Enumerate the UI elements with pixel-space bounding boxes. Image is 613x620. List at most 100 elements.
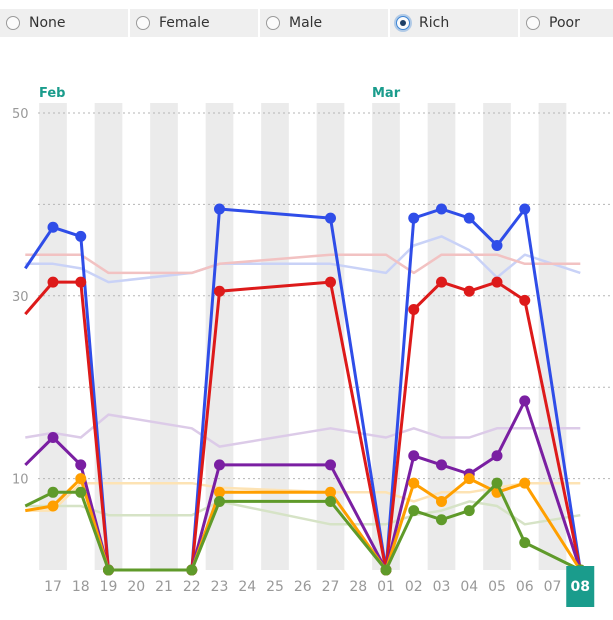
data-point	[380, 564, 392, 576]
data-point	[47, 500, 59, 512]
radio-label: Female	[159, 15, 210, 31]
month-label: Feb	[39, 86, 65, 101]
data-point	[325, 495, 336, 507]
data-point	[47, 431, 59, 443]
x-tick-label: 21	[155, 579, 173, 595]
x-tick-label: 08	[571, 579, 590, 595]
radio-label: Poor	[549, 15, 580, 31]
data-point	[491, 240, 503, 252]
day-band	[94, 103, 123, 570]
data-point	[436, 495, 447, 507]
x-tick-label: 01	[377, 579, 395, 595]
x-tick-label: 07	[544, 579, 562, 595]
data-point	[519, 294, 531, 306]
radio-label: None	[29, 15, 66, 31]
x-tick-label: 27	[322, 579, 340, 595]
data-point	[491, 450, 503, 462]
x-tick-label: 04	[460, 579, 478, 595]
data-point	[186, 564, 198, 576]
data-point	[519, 395, 531, 407]
x-tick-label: 05	[488, 579, 506, 595]
series-line	[24, 399, 582, 572]
data-point	[408, 477, 420, 489]
data-point	[47, 221, 59, 233]
data-point	[325, 212, 336, 224]
y-tick-label: 10	[12, 473, 29, 488]
month-labels: Feb Mar	[39, 86, 401, 101]
x-tick-label: 02	[405, 579, 423, 595]
x-tick-label: 06	[516, 579, 534, 595]
radio-circle-icon[interactable]	[266, 16, 280, 30]
filter-bar: None Female Male Rich Poor	[0, 0, 613, 40]
data-point	[408, 212, 420, 224]
radio-rich[interactable]: Rich	[390, 9, 518, 37]
data-point	[214, 203, 225, 215]
data-point	[214, 495, 225, 507]
radio-circle-icon[interactable]	[6, 16, 20, 30]
data-point	[408, 505, 420, 517]
data-point	[491, 276, 503, 288]
radio-label: Rich	[419, 15, 450, 31]
x-tick-label: 19	[100, 579, 118, 595]
x-tick-label: 20	[127, 579, 145, 595]
x-tick-label: 24	[238, 579, 256, 595]
data-point	[75, 230, 87, 242]
x-tick-label: 22	[183, 579, 201, 595]
month-label: Mar	[372, 86, 401, 101]
grid-lines	[38, 112, 613, 480]
data-point	[463, 212, 475, 224]
y-tick-label: 50	[12, 107, 29, 122]
series-line	[25, 235, 581, 284]
line-chart: 10 30 50 Feb Mar 17 18 19 20 21 22 23 24 25 26 27 28 01…	[12, 86, 613, 607]
radio-circle-icon[interactable]	[136, 16, 150, 30]
data-point	[325, 276, 336, 288]
data-point	[463, 473, 475, 485]
data-point	[436, 514, 447, 526]
data-point	[519, 537, 531, 549]
x-tick-label: 23	[211, 579, 229, 595]
x-tick-label: 03	[433, 579, 451, 595]
data-point	[103, 564, 114, 576]
x-tick-label: 25	[266, 579, 284, 595]
x-tick-label: 17	[44, 579, 62, 595]
radio-circle-icon[interactable]	[526, 16, 540, 30]
data-point	[519, 203, 531, 215]
radio-circle-icon[interactable]	[396, 16, 410, 30]
data-point	[75, 473, 87, 485]
highlighted-x-box	[566, 566, 595, 607]
data-point	[75, 276, 87, 288]
data-point	[75, 459, 87, 471]
data-point	[463, 505, 475, 517]
series-line	[25, 253, 581, 275]
data-point	[214, 285, 225, 297]
data-point	[436, 276, 447, 288]
series-line	[24, 207, 582, 572]
radio-poor[interactable]: Poor	[520, 9, 613, 37]
y-axis: 10 30 50	[12, 107, 29, 488]
x-axis: 17 18 19 20 21 22 23 24 25 26 27 28 01 02 03 04 05 06 07 08	[44, 566, 595, 607]
day-band	[538, 103, 567, 570]
radio-label: Male	[289, 15, 323, 31]
x-tick-label: 28	[349, 579, 367, 595]
data-point	[436, 459, 447, 471]
data-point	[491, 477, 503, 489]
data-point	[214, 459, 225, 471]
data-point	[463, 285, 475, 297]
data-point	[408, 450, 420, 462]
data-point	[519, 477, 531, 489]
radio-none[interactable]: None	[0, 9, 128, 37]
data-point	[47, 486, 59, 498]
series-line	[24, 481, 581, 572]
data-point	[214, 486, 225, 498]
data-point	[47, 276, 59, 288]
data-point	[408, 304, 420, 316]
x-tick-label: 26	[294, 579, 312, 595]
day-band	[483, 103, 511, 570]
data-point	[325, 486, 336, 498]
radio-male[interactable]: Male	[260, 9, 388, 37]
data-point	[436, 203, 447, 215]
x-tick-label: 18	[72, 579, 90, 595]
data-point	[325, 459, 336, 471]
radio-female[interactable]: Female	[130, 9, 258, 37]
y-tick-label: 30	[12, 290, 29, 305]
